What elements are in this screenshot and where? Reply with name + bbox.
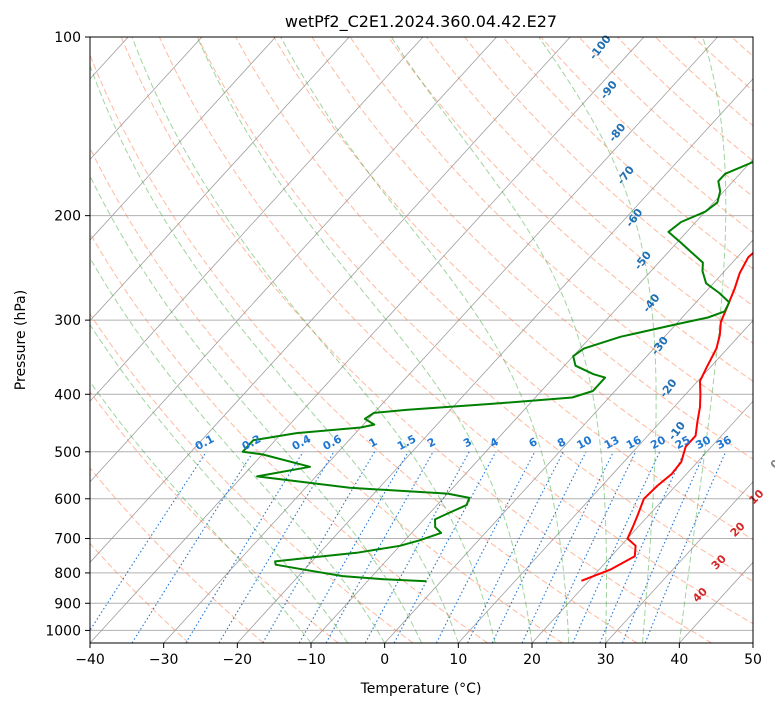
x-tick-label: −30 — [149, 652, 179, 668]
mixing-ratio-line — [364, 451, 470, 643]
y-tick-label: 1000 — [45, 623, 81, 639]
dry-adiabat — [197, 37, 753, 582]
moist-adiabat — [90, 323, 349, 643]
isotherm-line — [752, 642, 753, 643]
mixing-ratio-line — [325, 451, 434, 643]
axis-ticks: −40 −30 −20 −10 0 10 20 30 40 50 100 200 300 400 500 60… — [45, 30, 762, 668]
mixing-ratio-line — [393, 451, 497, 643]
dry-adiabat — [770, 37, 775, 643]
y-tick-label: 200 — [54, 209, 81, 225]
mixing-ratio-line — [185, 451, 304, 643]
dewpoint-line — [241, 161, 753, 583]
mixing-ratio-label: 30 — [693, 433, 713, 452]
y-tick-label: 300 — [54, 313, 81, 329]
moist-adiabat — [390, 37, 607, 643]
x-tick-label: 20 — [523, 652, 541, 668]
plot-frame — [89, 36, 754, 644]
y-tick-label: 800 — [54, 566, 81, 582]
isotherm-line — [531, 400, 753, 643]
moist-adiabat — [90, 257, 386, 643]
y-tick-label: 400 — [54, 387, 81, 403]
mixing-ratio-line — [621, 451, 706, 643]
dry-adiabat — [90, 467, 264, 643]
isotherm-line — [90, 37, 424, 402]
y-tick-label: 600 — [54, 492, 81, 508]
moist-adiabat — [196, 37, 533, 643]
x-tick-label: 10 — [449, 652, 467, 668]
x-tick-label: −10 — [296, 652, 326, 668]
x-tick-label: 50 — [744, 652, 762, 668]
x-tick-label: 0 — [380, 652, 389, 668]
background-lines — [90, 37, 775, 643]
x-tick-label: 30 — [597, 652, 615, 668]
profile-series — [241, 161, 753, 583]
mixing-ratio-line — [467, 451, 564, 643]
x-tick-label: −40 — [75, 652, 105, 668]
plot-background — [90, 37, 753, 643]
moist-adiabat — [678, 37, 727, 643]
isotherm-line — [90, 37, 276, 241]
dry-adiabat — [90, 390, 339, 643]
isotherm-line — [90, 37, 571, 563]
moist-adiabat — [90, 380, 312, 643]
y-tick-label: 900 — [54, 596, 81, 612]
moist-adiabat — [90, 64, 459, 643]
mixing-ratio-label: 16 — [624, 433, 644, 452]
mixing-ratio-label: 10 — [575, 433, 595, 452]
isotherm-line — [90, 37, 645, 643]
mixing-ratio-line — [644, 451, 727, 643]
dry-adiabat — [120, 37, 712, 643]
y-tick-label: 700 — [54, 532, 81, 548]
isotherm-line — [90, 37, 497, 483]
isotherm-line — [384, 239, 753, 643]
dry-adiabat — [90, 53, 638, 643]
mixing-ratio-line — [90, 451, 207, 632]
moist-adiabat — [131, 37, 496, 643]
mixing-ratio-label: 36 — [714, 433, 734, 452]
mixing-ratio-line — [131, 451, 254, 643]
isotherm-line — [90, 37, 203, 161]
dry-adiabat — [502, 37, 753, 270]
isotherm-line — [458, 320, 753, 643]
mixing-ratio-line — [599, 451, 685, 643]
dry-adiabat — [90, 146, 563, 643]
mixing-ratio-label: 20 — [648, 433, 668, 452]
temperature-line — [581, 251, 753, 582]
y-tick-label: 100 — [54, 30, 81, 46]
dry-adiabat — [90, 232, 488, 643]
x-axis-label: Temperature (°C) — [360, 681, 482, 697]
y-tick-label: 500 — [54, 445, 81, 461]
isotherm-line — [163, 37, 718, 643]
dry-adiabat — [387, 37, 753, 382]
moist-adiabat — [280, 37, 570, 643]
chart-title: wetPf2_C2E1.2024.360.04.42.E27 — [285, 12, 557, 32]
y-axis-label: Pressure (hPa) — [13, 290, 29, 390]
mixing-ratio-label: 13 — [602, 433, 622, 452]
dry-adiabat — [158, 37, 753, 625]
lcl-label: 0 — [768, 457, 775, 472]
mixing-ratio-line — [491, 451, 587, 643]
isotherm-line — [237, 78, 753, 643]
dry-adiabat — [464, 37, 753, 307]
x-tick-label: 40 — [670, 652, 688, 668]
isotherm-line — [90, 37, 350, 322]
dry-adiabat — [426, 37, 753, 344]
x-tick-label: −20 — [223, 652, 253, 668]
dry-adiabat — [235, 37, 753, 541]
isotherm-line — [605, 481, 753, 643]
isotherm-line — [310, 158, 753, 643]
mixing-ratio-label: 25 — [673, 433, 693, 452]
moist-adiabat — [90, 174, 422, 643]
mixing-ratio-line — [218, 451, 335, 643]
moist-adiabat — [538, 37, 657, 643]
